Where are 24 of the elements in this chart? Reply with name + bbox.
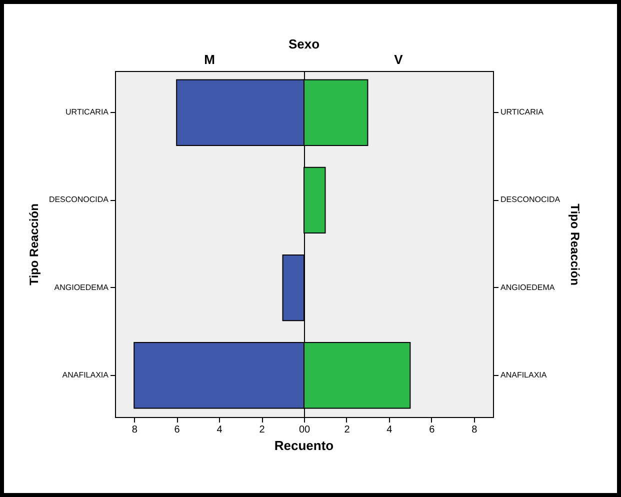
y-tick-label: DESCONOCIDA <box>500 195 561 204</box>
y-tick-label: ANAFILAXIA <box>62 370 110 380</box>
chart-subtitle: V <box>394 52 404 67</box>
x-tick-label: 2 <box>344 424 350 436</box>
y-axis-title: Tipo Reacción <box>26 204 41 286</box>
x-tick-label: 6 <box>429 424 436 436</box>
x-tick-label: 0 <box>304 424 310 436</box>
y-axis-title: Tipo Reacción <box>568 204 582 286</box>
y-tick-label: URTICARIA <box>500 108 544 117</box>
x-tick-label: 0 <box>298 424 305 436</box>
y-tick-label: URTICARIA <box>66 108 110 117</box>
x-tick-label: 4 <box>386 424 393 436</box>
x-tick-label: 6 <box>174 424 180 436</box>
x-tick-label: 4 <box>216 424 223 436</box>
x-tick-label: 8 <box>132 424 138 436</box>
x-axis-title: Recuento <box>274 438 334 453</box>
y-tick-label: ANGIOEDEMA <box>500 282 556 292</box>
x-tick-label: 8 <box>472 424 478 436</box>
x-tick-label: 2 <box>259 424 266 436</box>
y-tick-label: DESCONOCIDA <box>48 195 110 204</box>
chart-subtitle: M <box>204 52 215 67</box>
y-tick-label: ANGIOEDEMA <box>54 282 110 292</box>
chart-title: Sexo <box>288 36 320 52</box>
y-tick-label: ANAFILAXIA <box>500 370 548 380</box>
